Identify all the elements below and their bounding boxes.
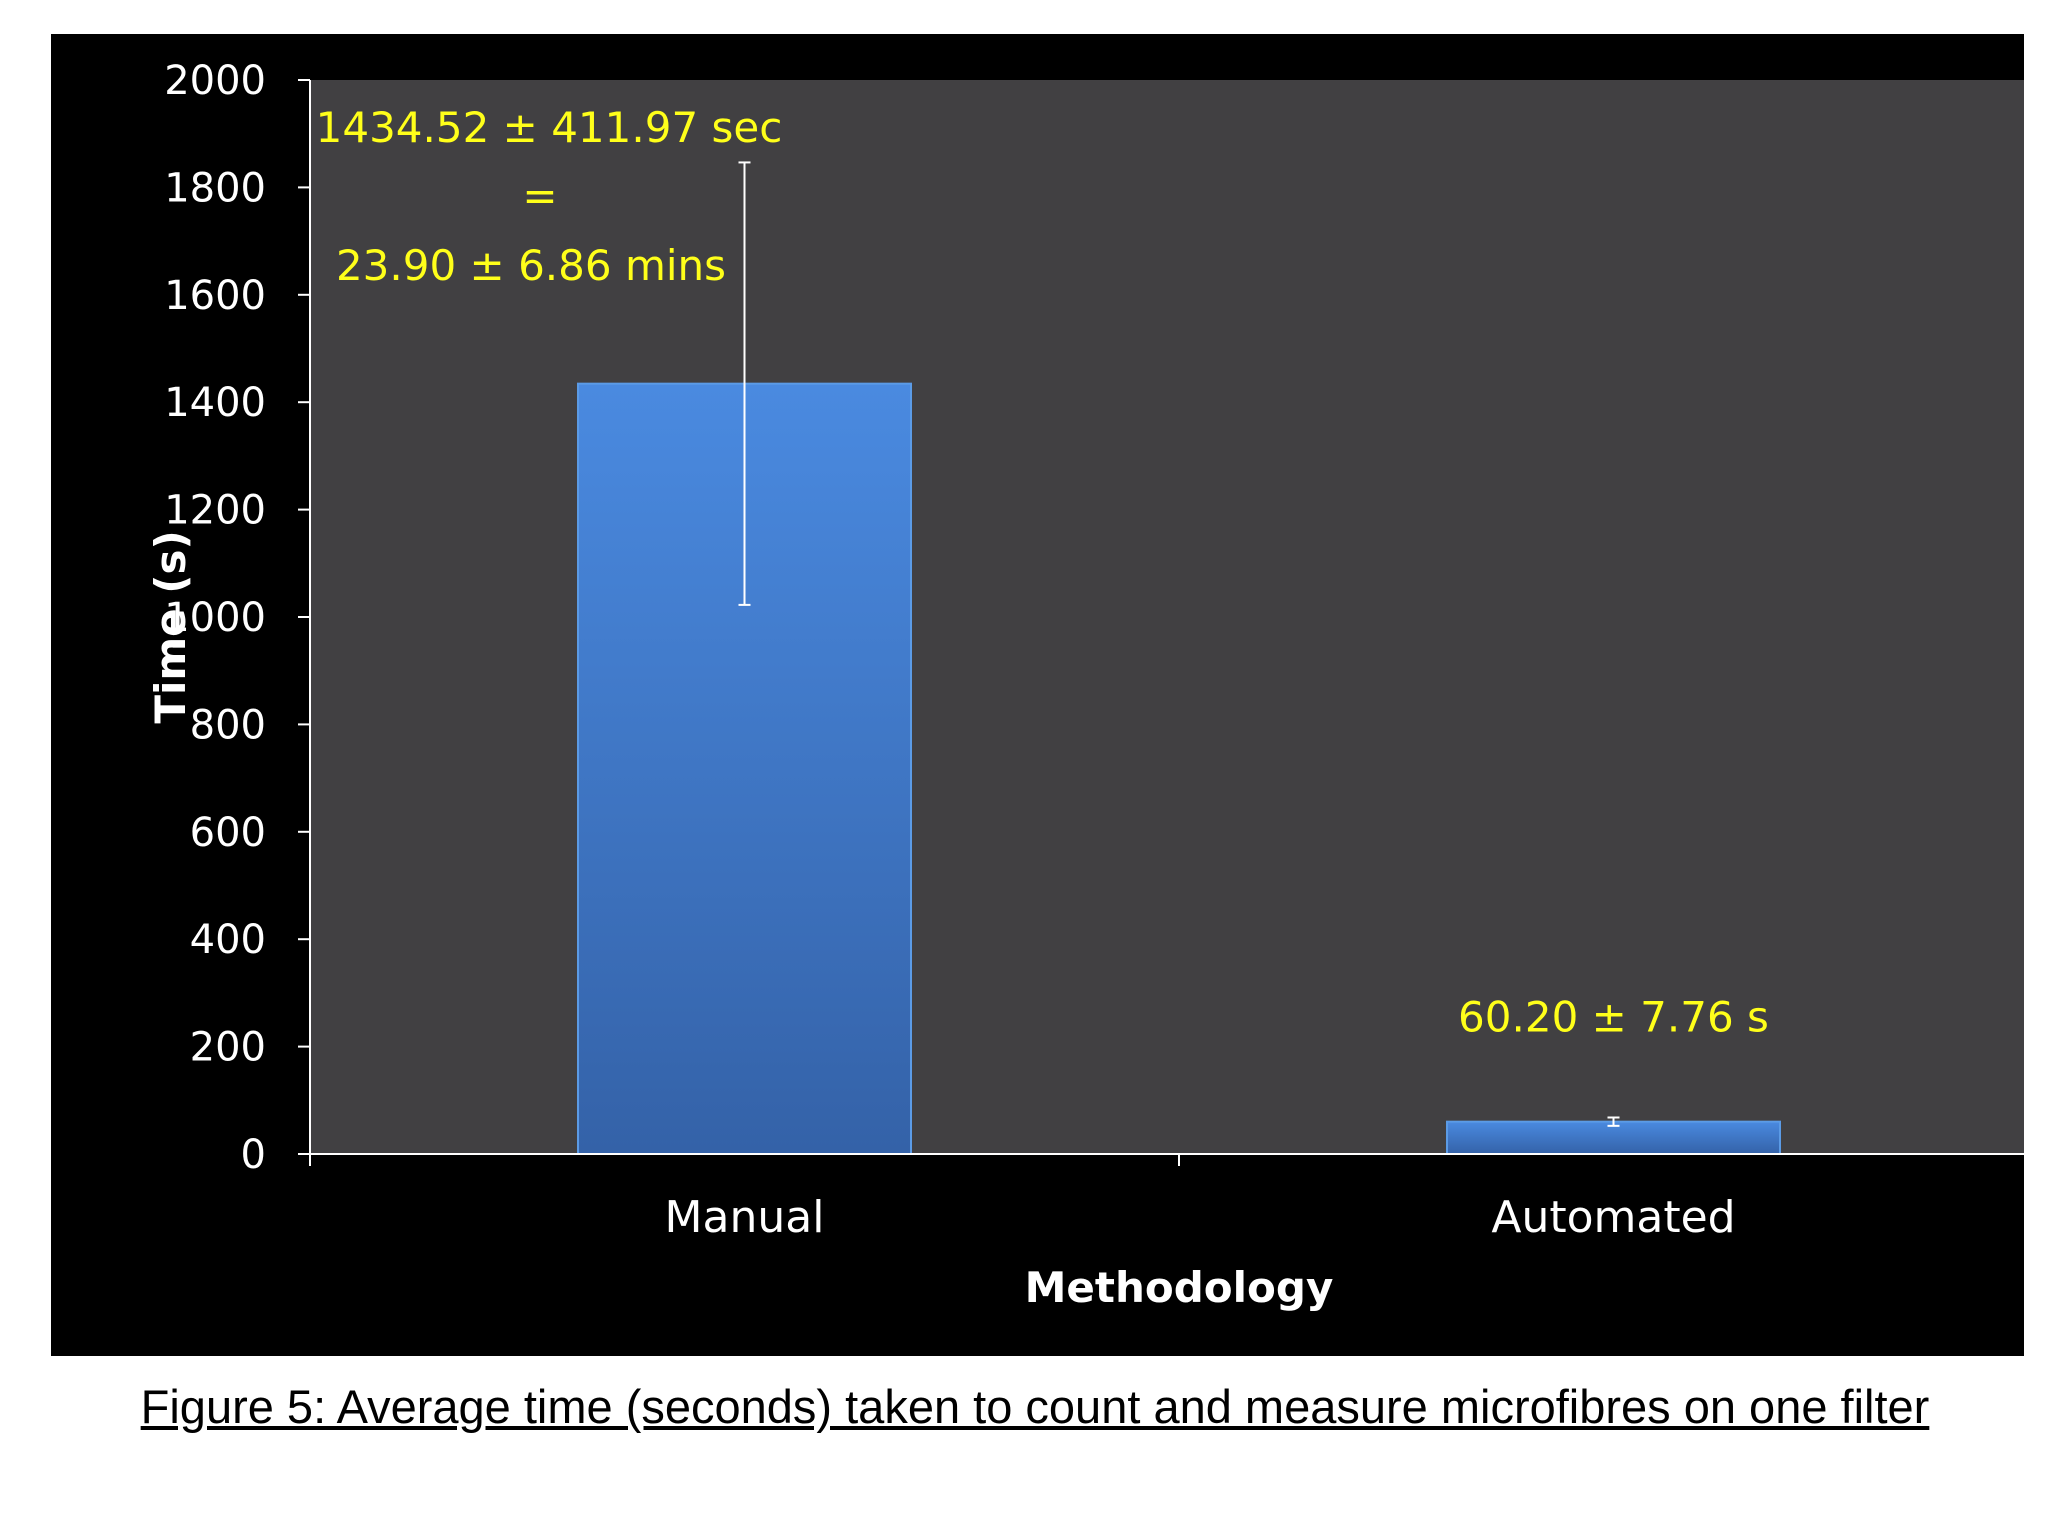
y-tick-label: 1000	[164, 595, 266, 641]
figure-caption: Figure 5: Average time (seconds) taken t…	[140, 1380, 1930, 1433]
chart-panel: 0 200 400 600 800 1000 1200 1400 1600 1800 2000 Ma…	[51, 34, 2024, 1356]
error-bar-manual	[738, 161, 751, 606]
error-bar-automated	[1607, 1116, 1620, 1127]
y-axis-title: Time (s)	[146, 530, 195, 723]
y-tick-label: 0	[241, 1132, 266, 1178]
y-tick-label: 400	[190, 917, 266, 963]
x-axis-title: Methodology	[1025, 1263, 1334, 1312]
y-tick-label: 800	[190, 702, 266, 748]
manual-value-annotation: 1434.52 ± 411.97 sec	[316, 103, 783, 152]
y-tick-label: 200	[190, 1025, 266, 1071]
x-category-label: Automated	[1491, 1192, 1735, 1243]
y-tick-label: 2000	[164, 58, 266, 104]
y-tick-label: 1800	[164, 165, 266, 211]
y-tick-label: 600	[190, 810, 266, 856]
manual-minutes-annotation: 23.90 ± 6.86 mins	[336, 241, 726, 290]
bar-chart: 0 200 400 600 800 1000 1200 1400 1600 1800 2000 Ma…	[146, 58, 2024, 1312]
automated-value-annotation: 60.20 ± 7.76 s	[1458, 993, 1769, 1042]
y-tick-label: 1400	[164, 380, 266, 426]
y-tick-label: 1600	[164, 273, 266, 319]
x-category-label: Manual	[665, 1192, 825, 1243]
manual-equals-annotation: =	[522, 171, 557, 220]
y-tick-label: 1200	[164, 488, 266, 534]
